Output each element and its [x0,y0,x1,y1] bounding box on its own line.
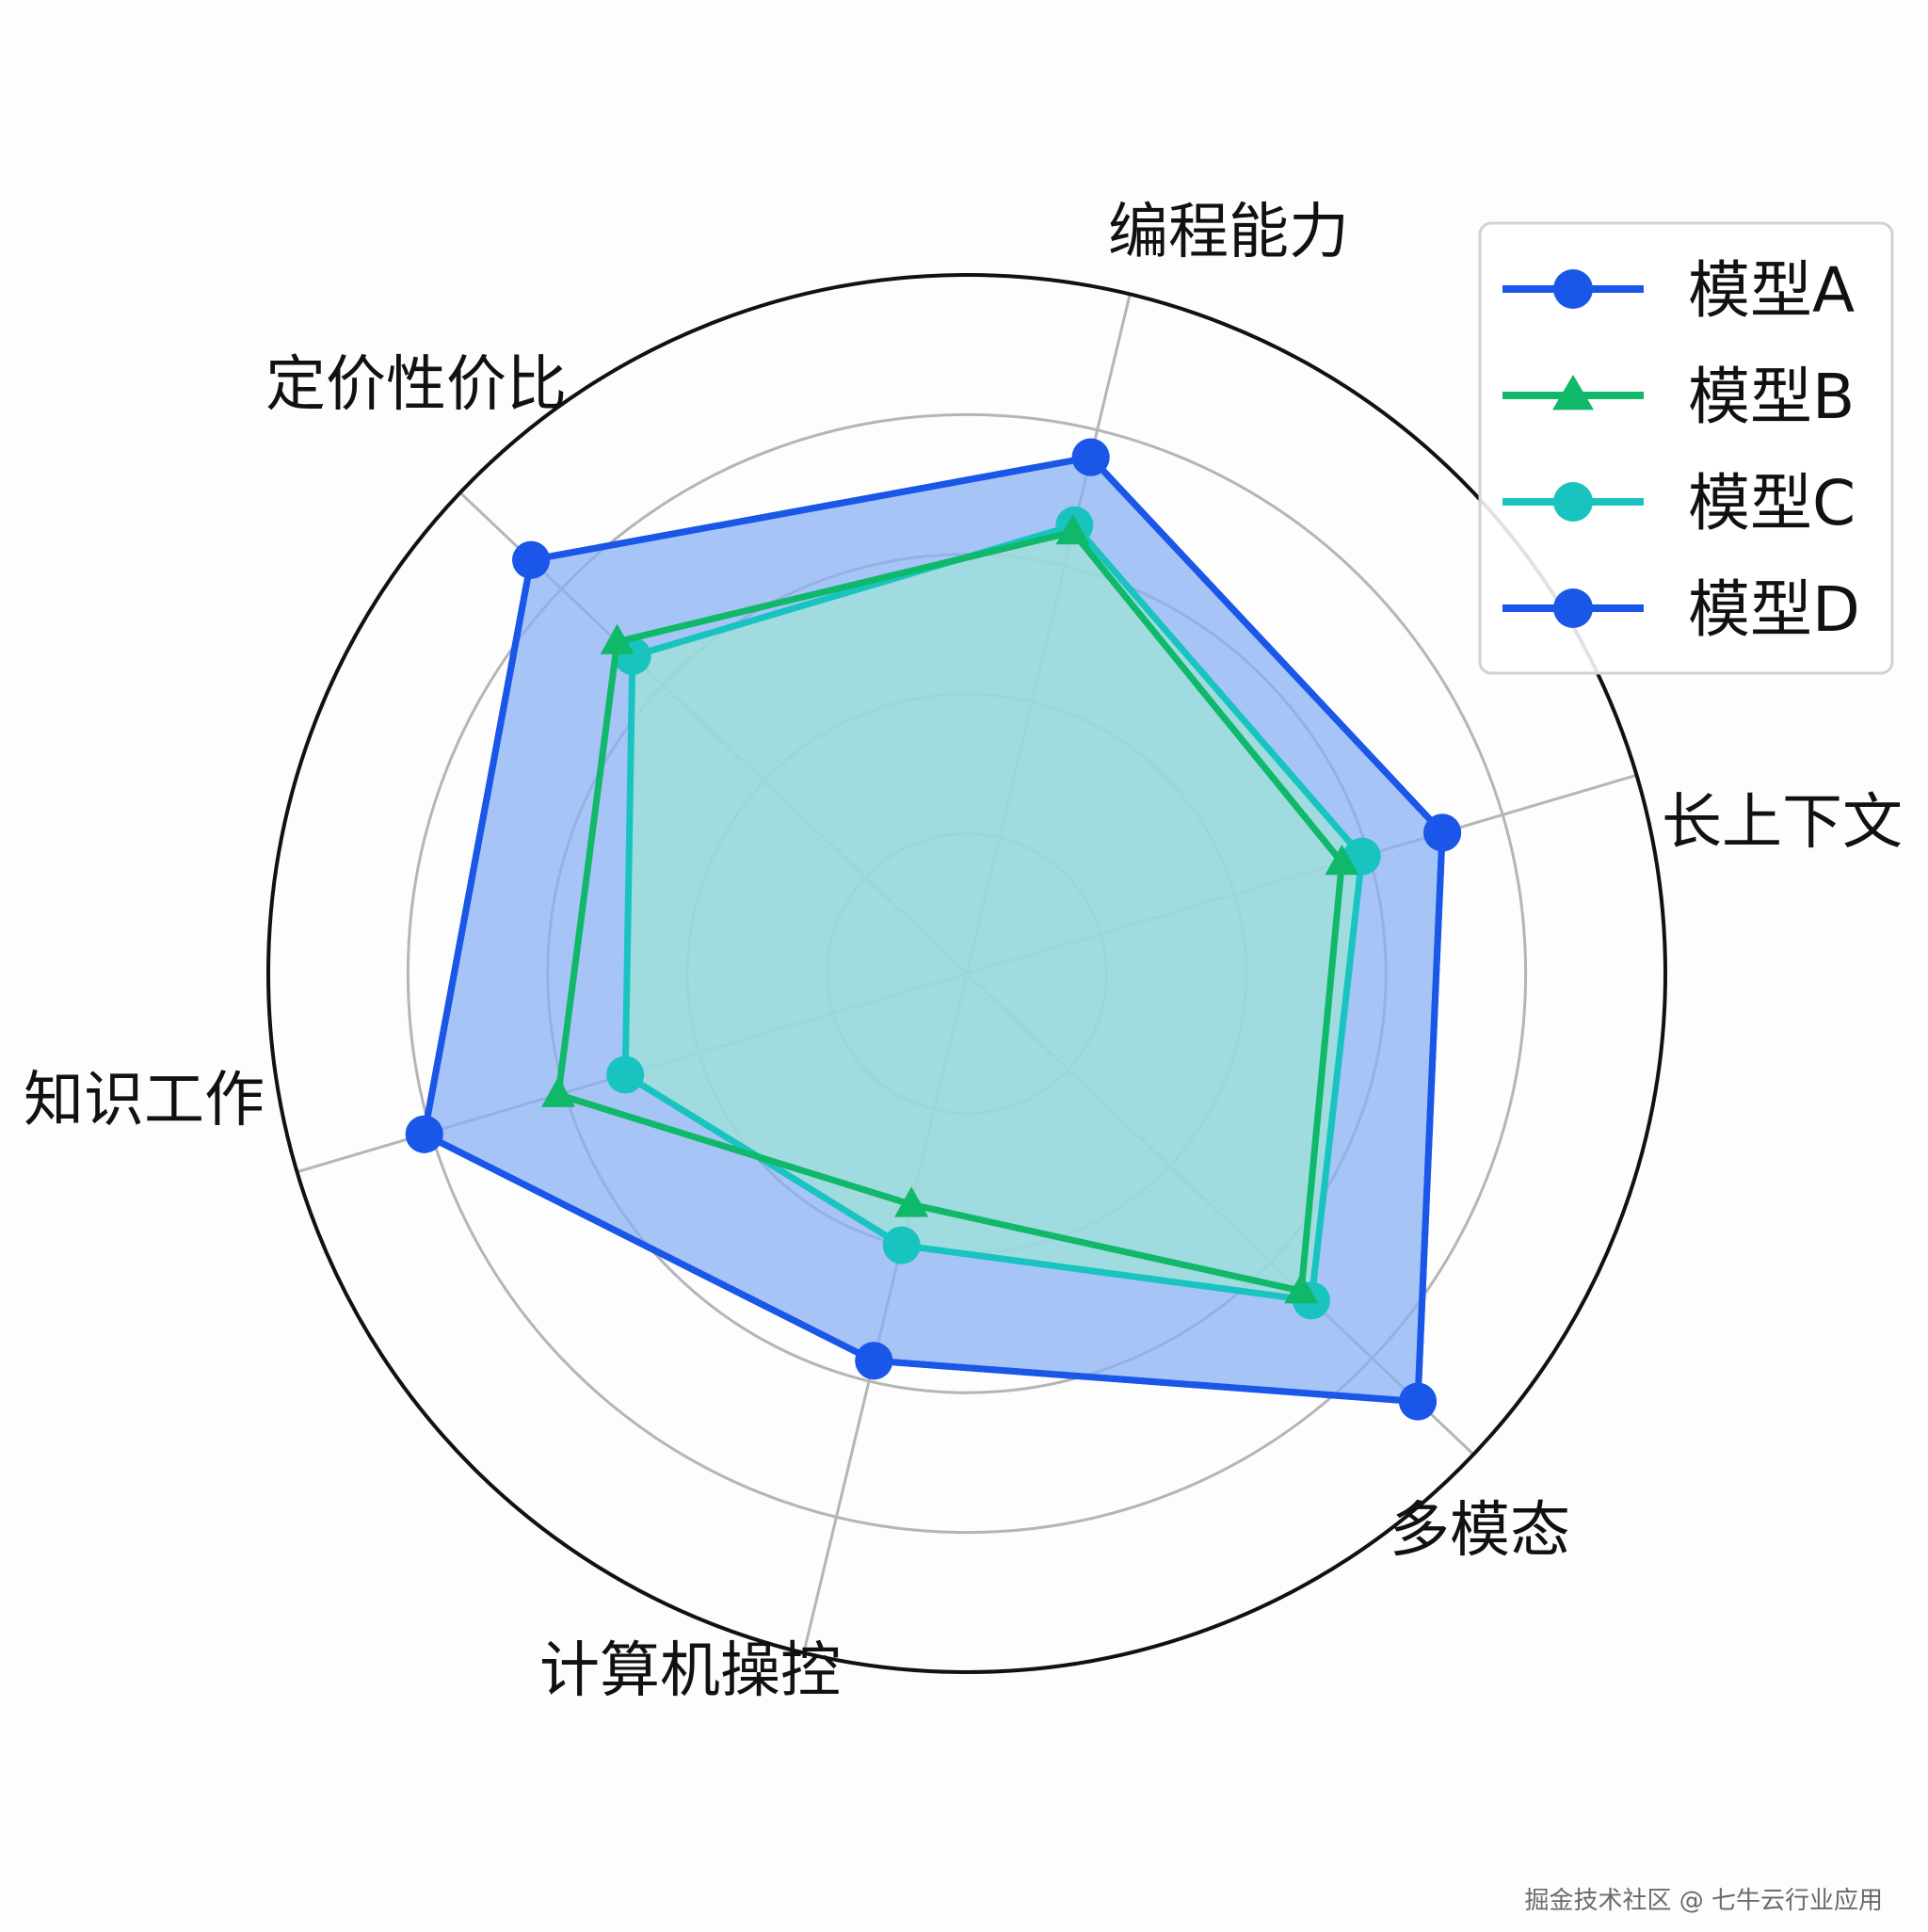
series-lines [405,438,1462,1421]
point-1-4 [541,1076,576,1107]
point-2-3 [882,1226,921,1264]
series-1 [541,514,1359,1304]
legend-label-0: 模型A [1688,254,1855,327]
series-fill-2 [625,524,1362,1301]
point-3-5 [512,540,551,579]
outer-ring [266,273,1667,1674]
legend-marker-1 [1552,375,1594,411]
point-1-5 [600,623,635,654]
point-3-0 [1071,438,1110,476]
legend-item-1: 模型B [1502,361,1855,433]
series-fills [424,457,1443,1402]
point-2-4 [606,1055,645,1094]
legend-marker-3 [1553,588,1593,628]
legend-item-3: 模型D [1502,573,1860,646]
watermark: 掘金技术社区 @ 七牛云行业应用 [1524,1887,1883,1915]
legend-marker-2 [1553,482,1593,522]
point-1-2 [1284,1273,1319,1304]
point-1-3 [894,1186,929,1217]
point-3-1 [1423,813,1462,852]
point-1-1 [1325,845,1359,876]
legend-label-1: 模型B [1688,361,1855,433]
legend-item-2: 模型C [1502,467,1856,539]
point-1-0 [1055,514,1090,545]
series-3 [405,438,1462,1421]
axis-label-0: 编程能力 [1108,198,1349,267]
legend-box [1478,221,1894,675]
grid-ring-3 [406,412,1528,1535]
legend-marker-0 [1553,269,1593,309]
point-3-3 [855,1342,893,1380]
axis-label-3: 计算机操控 [539,1636,841,1706]
axis-label-2: 多模态 [1390,1496,1570,1566]
legend-label-2: 模型C [1688,467,1856,539]
legend-item-0: 模型A [1502,254,1855,327]
point-3-4 [405,1115,443,1153]
axis-label-5: 定价性价比 [265,350,567,420]
axis-label-4: 知识工作 [24,1066,265,1135]
point-3-2 [1399,1382,1438,1421]
axis-label-1: 长上下文 [1662,788,1903,858]
legend-label-3: 模型D [1688,573,1860,646]
legend: 模型A 模型B 模型C 模型D [1478,221,1894,675]
